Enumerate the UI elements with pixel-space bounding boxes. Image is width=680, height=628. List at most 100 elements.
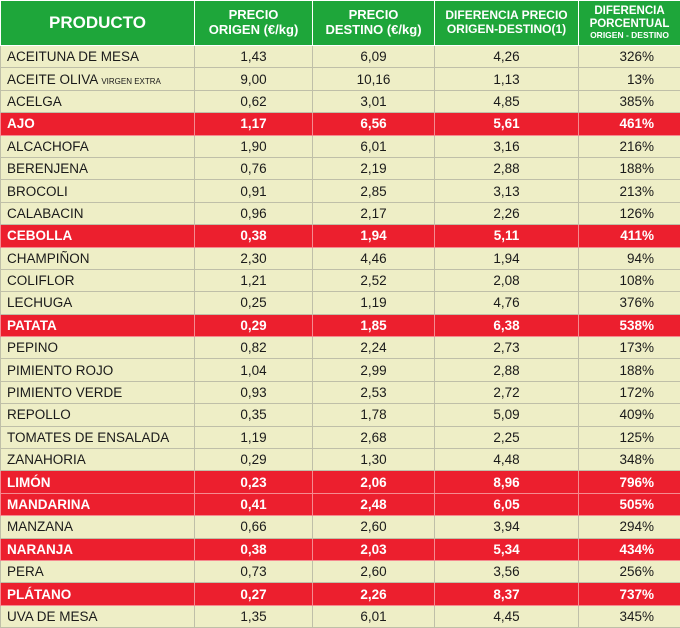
- cell-producto: LECHUGA: [1, 292, 195, 314]
- cell-diferencia: 2,26: [435, 202, 579, 224]
- producto-name: NARANJA: [7, 542, 73, 557]
- table-header: PRODUCTO PRECIO ORIGEN (€/kg) PRECIO DES…: [1, 1, 680, 46]
- cell-precio-destino: 6,01: [313, 135, 435, 157]
- producto-name: BROCOLI: [7, 184, 68, 199]
- cell-precio-destino: 2,03: [313, 538, 435, 560]
- cell-precio-origen: 0,25: [195, 292, 313, 314]
- cell-producto: CHAMPIÑON: [1, 247, 195, 269]
- cell-precio-origen: 1,43: [195, 46, 313, 68]
- cell-porcentual: 345%: [579, 605, 680, 627]
- cell-porcentual: 737%: [579, 583, 680, 605]
- header-diferencia-precio: DIFERENCIA PRECIO ORIGEN-DESTINO(1): [435, 1, 579, 46]
- cell-producto: ALCACHOFA: [1, 135, 195, 157]
- cell-porcentual: 94%: [579, 247, 680, 269]
- cell-diferencia: 2,72: [435, 381, 579, 403]
- cell-producto: PATATA: [1, 314, 195, 336]
- cell-precio-origen: 1,17: [195, 113, 313, 135]
- cell-producto: COLIFLOR: [1, 269, 195, 291]
- cell-producto: AJO: [1, 113, 195, 135]
- cell-porcentual: 188%: [579, 359, 680, 381]
- cell-diferencia: 8,37: [435, 583, 579, 605]
- cell-precio-origen: 1,21: [195, 269, 313, 291]
- producto-name: LECHUGA: [7, 295, 72, 310]
- cell-precio-destino: 2,48: [313, 493, 435, 515]
- producto-name: COLIFLOR: [7, 273, 75, 288]
- producto-name: CALABACIN: [7, 206, 84, 221]
- cell-producto: BROCOLI: [1, 180, 195, 202]
- cell-precio-destino: 1,94: [313, 225, 435, 247]
- cell-precio-destino: 6,09: [313, 46, 435, 68]
- cell-porcentual: 796%: [579, 471, 680, 493]
- producto-name: CEBOLLA: [7, 228, 72, 243]
- cell-precio-destino: 2,52: [313, 269, 435, 291]
- producto-name: PEPINO: [7, 340, 58, 355]
- cell-diferencia: 2,25: [435, 426, 579, 448]
- cell-producto: ACEITUNA DE MESA: [1, 46, 195, 68]
- cell-producto: MANDARINA: [1, 493, 195, 515]
- cell-porcentual: 376%: [579, 292, 680, 314]
- cell-producto: LIMÓN: [1, 471, 195, 493]
- cell-precio-destino: 2,24: [313, 337, 435, 359]
- producto-name: MANZANA: [7, 519, 73, 534]
- cell-precio-origen: 9,00: [195, 68, 313, 90]
- producto-name: PIMIENTO VERDE: [7, 385, 122, 400]
- cell-diferencia: 5,34: [435, 538, 579, 560]
- cell-diferencia: 3,94: [435, 516, 579, 538]
- cell-porcentual: 326%: [579, 46, 680, 68]
- cell-precio-origen: 2,30: [195, 247, 313, 269]
- cell-precio-origen: 0,93: [195, 381, 313, 403]
- cell-precio-origen: 0,35: [195, 404, 313, 426]
- cell-producto: ACELGA: [1, 90, 195, 112]
- header-diferencia-porcentual: DIFERENCIA PORCENTUAL ORIGEN - DESTINO: [579, 1, 680, 46]
- cell-precio-destino: 2,06: [313, 471, 435, 493]
- cell-porcentual: 13%: [579, 68, 680, 90]
- cell-producto: PIMIENTO ROJO: [1, 359, 195, 381]
- cell-diferencia: 5,11: [435, 225, 579, 247]
- cell-precio-origen: 0,91: [195, 180, 313, 202]
- cell-porcentual: 409%: [579, 404, 680, 426]
- cell-precio-origen: 1,35: [195, 605, 313, 627]
- header-precio-destino: PRECIO DESTINO (€/kg): [313, 1, 435, 46]
- header-producto: PRODUCTO: [1, 1, 195, 46]
- cell-precio-destino: 2,85: [313, 180, 435, 202]
- cell-porcentual: 256%: [579, 560, 680, 582]
- cell-precio-origen: 0,66: [195, 516, 313, 538]
- cell-porcentual: 348%: [579, 449, 680, 471]
- cell-porcentual: 411%: [579, 225, 680, 247]
- cell-diferencia: 4,48: [435, 449, 579, 471]
- cell-porcentual: 385%: [579, 90, 680, 112]
- cell-precio-destino: 1,19: [313, 292, 435, 314]
- cell-diferencia: 2,88: [435, 157, 579, 179]
- producto-name: UVA DE MESA: [7, 609, 98, 624]
- cell-diferencia: 4,85: [435, 90, 579, 112]
- cell-precio-destino: 2,68: [313, 426, 435, 448]
- cell-precio-origen: 0,62: [195, 90, 313, 112]
- cell-porcentual: 538%: [579, 314, 680, 336]
- cell-diferencia: 5,09: [435, 404, 579, 426]
- cell-precio-origen: 0,29: [195, 314, 313, 336]
- cell-precio-origen: 1,04: [195, 359, 313, 381]
- producto-name: ACEITUNA DE MESA: [7, 49, 139, 64]
- cell-precio-origen: 0,76: [195, 157, 313, 179]
- producto-name: TOMATES DE ENSALADA: [7, 430, 169, 445]
- producto-subtitle: VIRGEN EXTRA: [101, 77, 161, 86]
- producto-name: ALCACHOFA: [7, 139, 89, 154]
- producto-name: ZANAHORIA: [7, 452, 86, 467]
- cell-diferencia: 4,76: [435, 292, 579, 314]
- producto-name: AJO: [7, 116, 35, 131]
